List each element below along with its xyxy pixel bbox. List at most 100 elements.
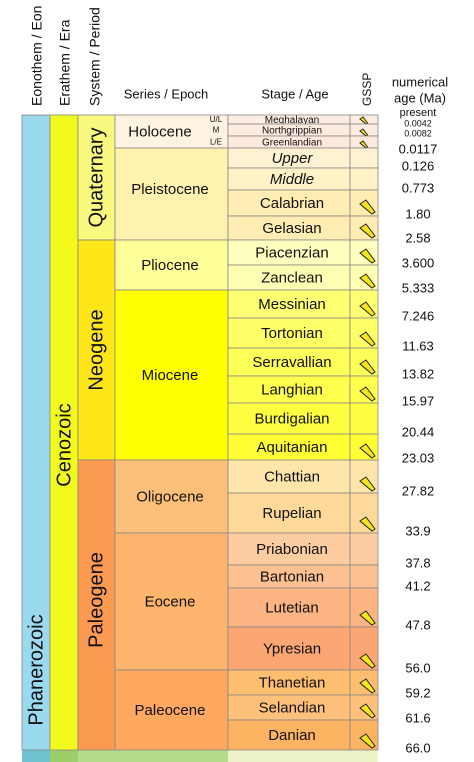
eon-header: Eonothem / Eon: [29, 6, 45, 106]
bottom-era-strip: [50, 750, 78, 762]
stage-cell: [227, 626, 351, 671]
stage-label: Piacenzian: [255, 244, 328, 261]
gssp-cell: [349, 167, 379, 191]
eon-cell: [21, 114, 51, 751]
period-cell: [77, 239, 116, 461]
stage-label: Tortonian: [261, 325, 323, 342]
gssp-spike: [359, 116, 369, 125]
period-label: Paleogene: [85, 552, 107, 648]
age-label: 27.82: [402, 483, 435, 498]
gssp-cell: [349, 564, 379, 589]
gssp-spike: [359, 516, 376, 532]
stage-label: Messinian: [258, 296, 326, 313]
epoch-label: Paleocene: [135, 702, 206, 719]
stage-label: Lutetian: [265, 599, 318, 616]
period-label: Neogene: [85, 309, 107, 390]
bottom-eon-strip: [22, 750, 50, 762]
gssp-cell: [349, 492, 379, 534]
epoch-label: Pliocene: [141, 257, 199, 274]
epoch-label: Pleistocene: [131, 181, 209, 198]
gssp-spike: [359, 678, 376, 694]
gssp-spike: [359, 248, 376, 264]
stage-cell: [227, 189, 351, 217]
age-label: 59.2: [405, 685, 430, 700]
age-label: 56.0: [405, 660, 430, 675]
stage-label: Bartonian: [260, 568, 324, 585]
holocene-subdivision: L/E: [210, 138, 222, 147]
holocene-subdivision: M: [213, 126, 220, 135]
gssp-spike: [359, 359, 376, 375]
period-cell: [77, 114, 116, 241]
epoch-label: Holocene: [128, 123, 191, 140]
gssp-spike: [359, 386, 376, 402]
period-cell: [77, 459, 116, 751]
gssp-spike: [359, 331, 376, 347]
period-header: System / Period: [87, 7, 103, 106]
stage-cell: [227, 215, 351, 241]
gssp-spike: [359, 301, 376, 317]
stage-label: Selandian: [259, 699, 326, 716]
age-label: 23.03: [402, 450, 435, 465]
epoch-label: Miocene: [142, 367, 199, 384]
gssp-header: GSSP: [360, 73, 374, 106]
age-label: 0.773: [402, 180, 435, 195]
stage-cell: [227, 264, 351, 291]
age-header: numerical: [392, 74, 448, 89]
stage-label: Priabonian: [256, 541, 328, 558]
gssp-spike: [359, 443, 376, 459]
stage-cell: [227, 719, 351, 751]
stage-label: Danian: [268, 727, 316, 744]
gssp-spike: [359, 476, 376, 492]
stage-header: Stage / Age: [261, 86, 328, 101]
epoch-label: Eocene: [145, 593, 196, 610]
stage-cell: [227, 433, 351, 461]
age-label: 61.6: [405, 710, 430, 725]
age-label: 7.246: [402, 308, 435, 323]
gssp-spike: [359, 223, 376, 239]
gssp-spike: [359, 610, 376, 626]
gssp-spike: [359, 140, 369, 149]
age-label: 13.82: [402, 366, 435, 381]
stage-label: Rupelian: [262, 505, 321, 522]
epoch-header: Series / Epoch: [124, 86, 209, 101]
stage-label: Gelasian: [262, 220, 321, 237]
gssp-spike: [359, 703, 376, 719]
age-label: 0.0082: [404, 128, 432, 138]
gssp-spike: [359, 128, 369, 137]
stage-label: Serravallian: [252, 354, 331, 371]
stage-label: Meghalayan: [265, 115, 319, 126]
gssp-cell: [349, 459, 379, 494]
eon-label: Phanerozoic: [25, 614, 47, 725]
bottom-stage-strip: [228, 750, 378, 762]
stage-label: Upper: [272, 150, 314, 167]
stage-label: Zanclean: [261, 269, 323, 286]
stage-label: Northgrippian: [262, 126, 322, 137]
age-label: 15.97: [402, 393, 435, 408]
stage-label: Middle: [270, 171, 314, 188]
epoch-cell: [114, 114, 229, 149]
stage-cell: [227, 289, 351, 319]
stage-label: Calabrian: [260, 195, 324, 212]
age-label: present: [400, 107, 437, 119]
holocene-subdivision: U/L: [210, 115, 223, 124]
era-cell: [49, 114, 79, 751]
stage-cell: [227, 587, 351, 628]
stage-label: Aquitanian: [257, 439, 328, 456]
age-label: 66.0: [405, 740, 430, 755]
gssp-spike: [359, 199, 376, 215]
era-header: Erathem / Era: [57, 19, 73, 106]
epoch-cell: [114, 669, 229, 751]
age-label: 3.600: [402, 255, 435, 270]
bottom-period-strip: [78, 750, 228, 762]
age-label: 41.2: [405, 578, 430, 593]
age-label: 0.0117: [399, 141, 438, 156]
age-header: age (Ma): [394, 90, 446, 105]
epoch-cell: [114, 459, 229, 534]
stage-cell: [227, 492, 351, 534]
period-label: Quaternary: [85, 127, 107, 227]
age-label: 5.333: [402, 280, 435, 295]
stage-cell: [227, 694, 351, 721]
age-label: 37.8: [405, 555, 430, 570]
age-label: 2.58: [405, 230, 430, 245]
